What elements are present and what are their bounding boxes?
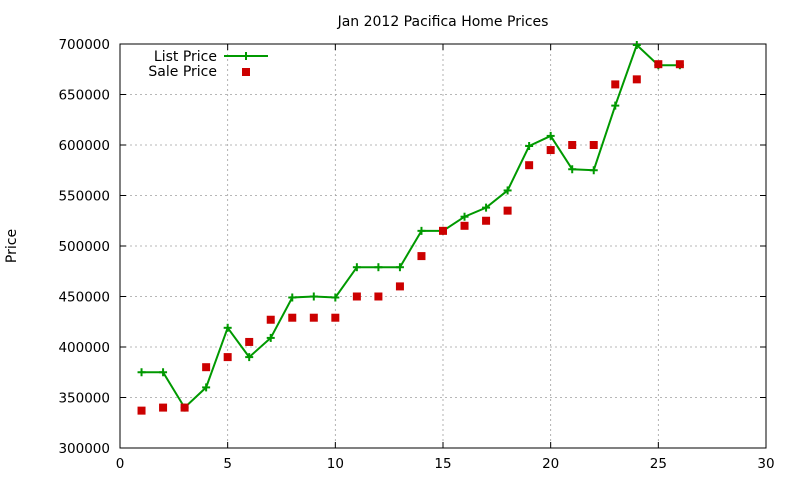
y-tick-label: 400000 bbox=[58, 340, 110, 356]
x-tick-label: 10 bbox=[327, 456, 344, 472]
sale-price-point bbox=[417, 252, 426, 261]
y-tick-label: 600000 bbox=[58, 138, 110, 154]
list-price-point bbox=[546, 131, 555, 140]
list-price-point bbox=[395, 263, 404, 272]
x-axis-tick-labels: 0 5 10 15 20 25 30 bbox=[116, 456, 775, 472]
list-price-point bbox=[589, 166, 598, 175]
list-price-point bbox=[159, 368, 168, 377]
sale-price-point bbox=[180, 403, 189, 412]
sale-price-point bbox=[245, 337, 254, 346]
list-price-point bbox=[460, 212, 469, 221]
sale-price-point bbox=[202, 363, 211, 372]
y-axis-tick-labels: 300000 350000 400000 450000 500000 550000 6000… bbox=[58, 37, 110, 457]
sale-price-point bbox=[632, 75, 641, 84]
legend-label-list-price: List Price bbox=[154, 49, 217, 65]
sale-price-point bbox=[546, 146, 555, 155]
list-price-point bbox=[288, 293, 297, 302]
y-tick-label: 550000 bbox=[58, 189, 110, 205]
sale-price-point bbox=[159, 403, 168, 412]
list-price-point bbox=[503, 186, 512, 195]
sale-price-point bbox=[352, 292, 361, 301]
sale-price-point bbox=[137, 406, 146, 415]
sale-price-point bbox=[331, 313, 340, 322]
y-tick-label: 650000 bbox=[58, 88, 110, 104]
sale-price-point bbox=[309, 313, 318, 322]
x-tick-label: 25 bbox=[650, 456, 667, 472]
list-price-point bbox=[417, 226, 426, 235]
grid bbox=[120, 44, 766, 448]
sale-price-point bbox=[675, 60, 684, 69]
sale-price-point bbox=[223, 353, 232, 362]
x-tick-label: 20 bbox=[542, 456, 559, 472]
sale-price-point bbox=[266, 315, 275, 324]
sale-price-point bbox=[482, 216, 491, 225]
series bbox=[137, 41, 684, 415]
sale-price-point bbox=[654, 60, 663, 69]
chart-title: Jan 2012 Pacifica Home Prices bbox=[337, 14, 549, 30]
legend-swatch-sale-price bbox=[242, 68, 250, 76]
x-tick-label: 15 bbox=[434, 456, 451, 472]
sale-price-point bbox=[589, 141, 598, 149]
y-tick-label: 500000 bbox=[58, 239, 110, 255]
list-price-point bbox=[202, 383, 211, 392]
sale-price-point bbox=[439, 226, 447, 235]
sale-price-point bbox=[288, 313, 297, 322]
x-tick-label: 0 bbox=[116, 456, 125, 472]
y-tick-label: 450000 bbox=[58, 290, 110, 306]
list-price-point bbox=[525, 142, 534, 151]
list-price-point bbox=[568, 165, 577, 174]
sale-price-point bbox=[374, 292, 383, 301]
axis-ticks bbox=[119, 43, 767, 449]
list-price-point bbox=[632, 41, 641, 50]
sale-price-point bbox=[460, 221, 469, 230]
list-price-point bbox=[245, 353, 254, 362]
list-price-line bbox=[141, 43, 680, 410]
y-axis-label: Price bbox=[4, 229, 20, 263]
sale-price-point bbox=[395, 282, 404, 291]
list-price-point bbox=[331, 293, 340, 302]
list-price-point bbox=[352, 263, 361, 272]
y-tick-label: 300000 bbox=[58, 441, 110, 457]
list-price-point bbox=[611, 101, 620, 110]
list-price-point bbox=[266, 333, 275, 342]
x-tick-label: 30 bbox=[757, 456, 774, 472]
x-tick-label: 5 bbox=[223, 456, 232, 472]
legend-label-sale-price: Sale Price bbox=[148, 64, 217, 80]
sale-price-point bbox=[503, 206, 512, 215]
y-tick-label: 700000 bbox=[58, 37, 110, 53]
list-price-point bbox=[309, 292, 318, 301]
list-price-point bbox=[223, 323, 232, 332]
sale-price-point bbox=[568, 141, 577, 149]
sale-price-point bbox=[611, 80, 620, 89]
y-tick-label: 350000 bbox=[58, 391, 110, 407]
list-price-point bbox=[137, 368, 146, 377]
list-price-point bbox=[482, 203, 491, 212]
sale-price-point bbox=[525, 161, 534, 170]
list-price-point bbox=[374, 263, 383, 272]
